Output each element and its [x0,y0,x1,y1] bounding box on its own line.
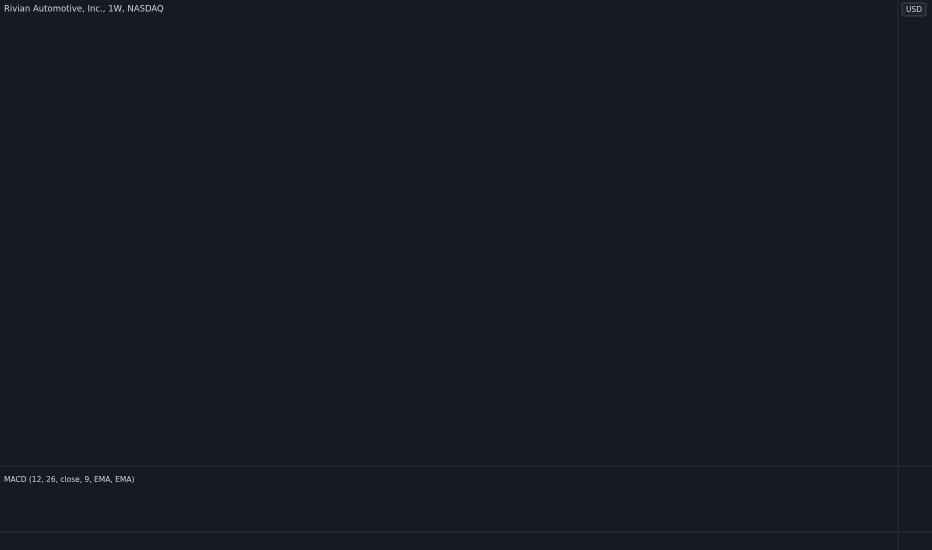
currency-box[interactable] [901,2,927,17]
macd-title: MACD (12, 26, close, 9, EMA, EMA) [4,475,134,484]
chart-title: Rivian Automotive, Inc., 1W, NASDAQ [4,5,164,15]
currency[interactable]: USD [906,5,922,14]
